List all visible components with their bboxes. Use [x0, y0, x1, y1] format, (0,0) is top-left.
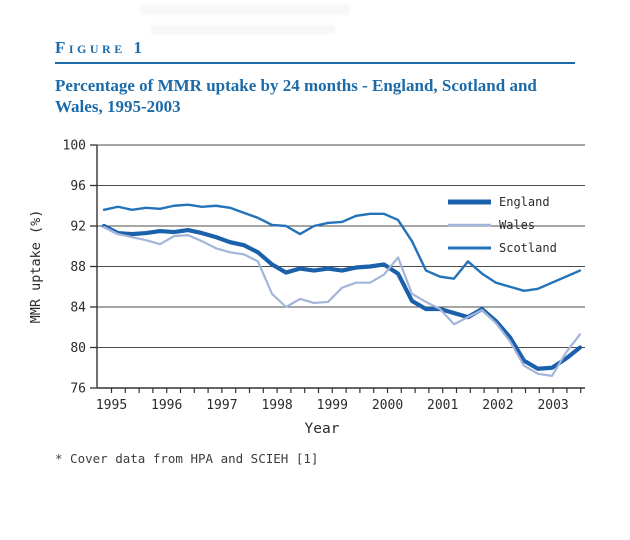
series-line-wales [102, 225, 582, 377]
mmr-chart: 76 80 84 88 92 96 100 1995 1996 1997 1998 1999 2000 2… [28, 139, 585, 437]
y-tick-label: 84 [70, 301, 86, 316]
x-tick-label: 2001 [427, 398, 458, 413]
x-axis-title: Year [305, 421, 340, 437]
x-tick-label: 1998 [261, 398, 292, 413]
y-tick-label: 88 [70, 260, 86, 275]
series-line-scotland [102, 203, 582, 293]
x-tick-label: 1995 [96, 398, 127, 413]
series-line-england [101, 223, 583, 371]
x-tick-label: 2003 [537, 398, 568, 413]
x-tick-label: 1999 [317, 398, 348, 413]
y-tick-label: 92 [70, 220, 86, 235]
print-bleed-artifact [140, 5, 350, 15]
y-axis-title: MMR uptake (%) [28, 210, 44, 324]
y-tick-label: 80 [70, 341, 86, 356]
figure-label: Figure 1 [55, 38, 575, 64]
y-tick-label: 76 [70, 382, 86, 397]
x-tick-label: 1997 [206, 398, 237, 413]
y-tick-label: 100 [63, 139, 86, 154]
y-tick-label: 96 [70, 179, 86, 194]
chart-title: Percentage of MMR uptake by 24 months - … [55, 76, 585, 117]
x-tick-label: 1996 [151, 398, 182, 413]
chart-title-line2: Wales, 1995-2003 [55, 96, 181, 116]
legend-label-england: England [499, 195, 550, 209]
footnote: * Cover data from HPA and SCIEH [1] [55, 451, 319, 466]
print-bleed-artifact [150, 25, 335, 34]
legend-label-wales: Wales [499, 218, 535, 232]
x-tick-label: 2002 [482, 398, 513, 413]
legend-label-scotland: Scotland [499, 241, 557, 255]
x-tick-label: 2000 [372, 398, 403, 413]
chart-title-line1: Percentage of MMR uptake by 24 months - … [55, 76, 537, 95]
